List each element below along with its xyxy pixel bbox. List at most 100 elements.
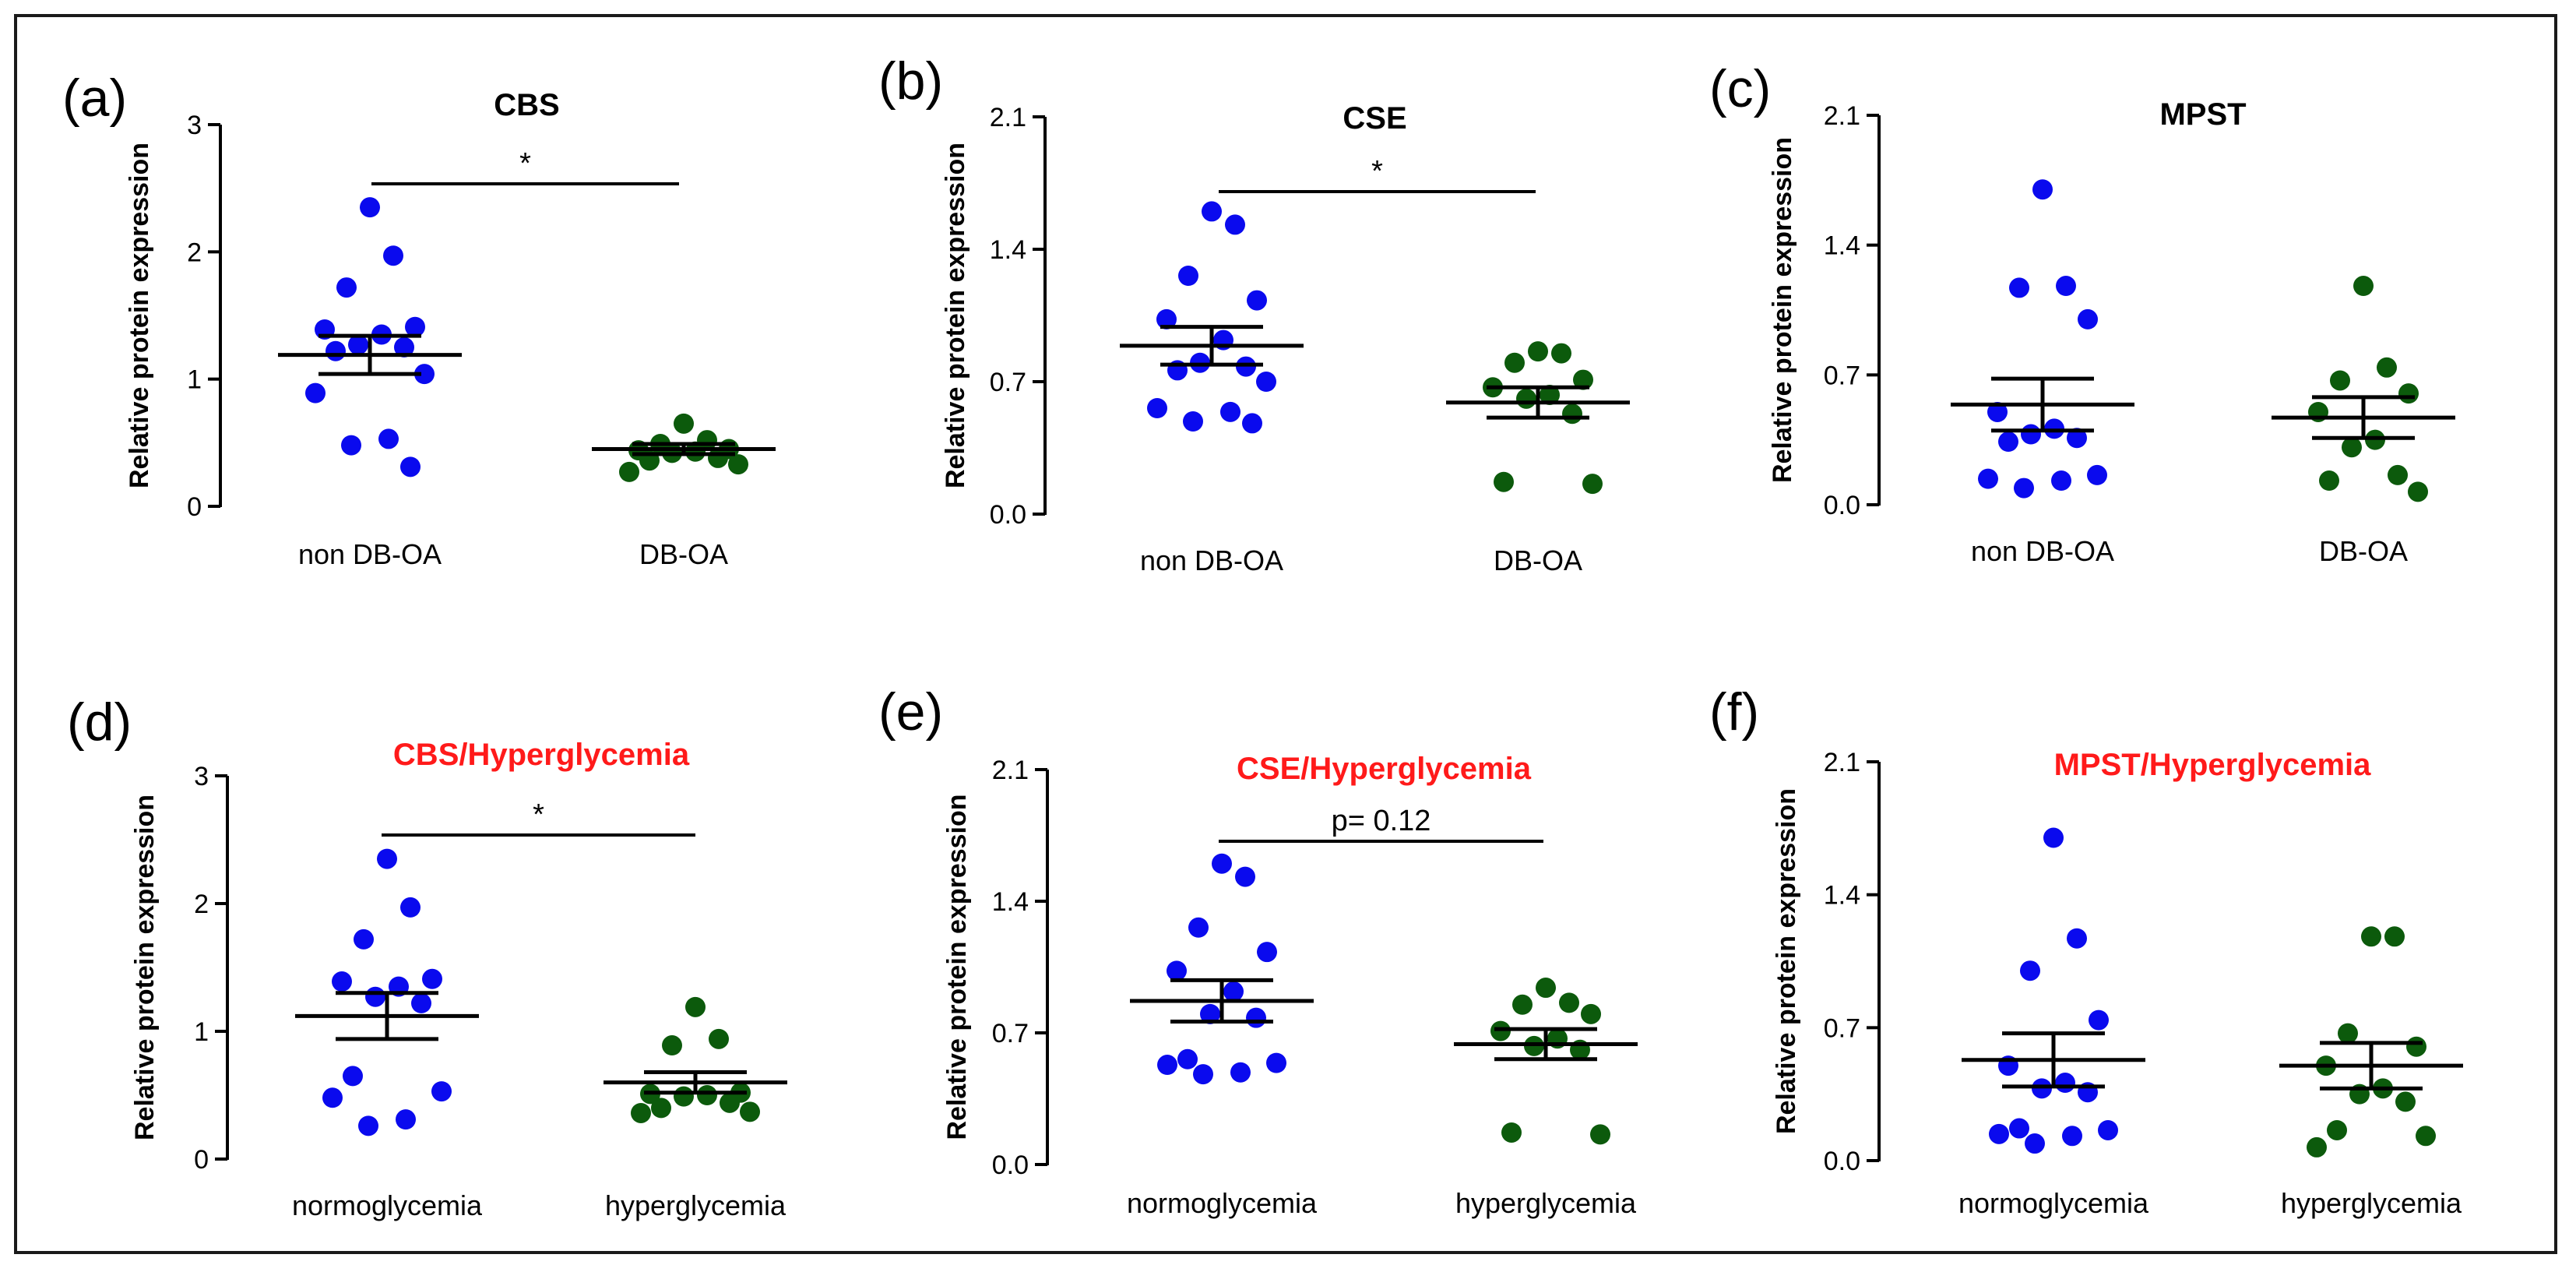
data-point xyxy=(2089,1009,2109,1031)
x-category-label: normoglycemia xyxy=(292,1189,483,1221)
panel-label-e: (e) xyxy=(878,682,944,742)
y-tick-label: 0.7 xyxy=(1824,1013,1860,1043)
data-point xyxy=(2377,357,2397,378)
data-point xyxy=(1266,1052,1286,1073)
data-point xyxy=(1528,341,1548,362)
data-point xyxy=(651,1098,671,1119)
data-point xyxy=(343,1066,363,1087)
data-point xyxy=(1989,1123,2009,1144)
data-point xyxy=(1581,1003,1601,1024)
data-point xyxy=(1242,413,1262,434)
data-point xyxy=(1504,352,1525,373)
data-point xyxy=(2032,179,2053,200)
data-point xyxy=(2319,470,2339,492)
y-tick-label: 0 xyxy=(194,1145,209,1175)
data-point xyxy=(378,428,399,449)
data-point xyxy=(1978,468,1998,489)
data-point xyxy=(1501,1122,1522,1143)
data-point xyxy=(1998,432,2018,453)
chart-title: MPST xyxy=(2159,97,2246,132)
data-point xyxy=(400,456,421,477)
data-point xyxy=(336,277,357,298)
data-point xyxy=(1200,1003,1220,1024)
data-point xyxy=(1551,343,1571,364)
data-point xyxy=(2067,928,2087,949)
data-point xyxy=(358,1115,378,1136)
y-tick-label: 2.1 xyxy=(990,103,1026,132)
data-point xyxy=(431,1081,452,1102)
data-point xyxy=(348,334,368,355)
y-tick-label: 0.7 xyxy=(1824,361,1860,390)
data-point xyxy=(2009,277,2029,298)
panel-label-b: (b) xyxy=(878,51,944,111)
chart-title: CSE/Hyperglycemia xyxy=(1237,752,1532,786)
y-axis-title: Relative protein expression xyxy=(130,795,160,1140)
x-category-label: DB-OA xyxy=(2319,535,2408,567)
data-point xyxy=(383,245,403,266)
data-point xyxy=(394,336,414,358)
data-point xyxy=(2025,1133,2045,1154)
data-point xyxy=(2307,1136,2327,1157)
data-point xyxy=(2416,1126,2436,1147)
data-point xyxy=(1582,474,1603,495)
data-point xyxy=(422,968,442,989)
significance-label: * xyxy=(533,798,544,831)
chart-title: CBS xyxy=(494,88,559,122)
data-point xyxy=(2342,437,2362,458)
data-point xyxy=(631,1102,651,1123)
y-tick-label: 2 xyxy=(194,890,209,919)
data-point xyxy=(1247,290,1267,311)
data-point xyxy=(2014,477,2034,499)
data-point xyxy=(709,1028,729,1049)
chart-title: CBS/Hyperglycemia xyxy=(393,738,690,772)
significance-label: * xyxy=(519,147,531,180)
significance-label: * xyxy=(1371,155,1383,188)
data-point xyxy=(2062,1126,2082,1147)
data-point xyxy=(2388,464,2408,485)
data-point xyxy=(619,461,639,482)
data-point xyxy=(1177,1048,1198,1069)
data-point xyxy=(740,1101,760,1122)
data-point xyxy=(396,1109,416,1130)
panel-label-d: (d) xyxy=(67,692,132,752)
x-category-label: non DB-OA xyxy=(1140,544,1283,576)
y-tick-label: 0.0 xyxy=(1824,491,1860,520)
data-point xyxy=(685,441,706,462)
x-category-label: normoglycemia xyxy=(1958,1187,2149,1219)
y-tick-label: 0 xyxy=(187,492,202,522)
data-point xyxy=(414,364,435,385)
data-point xyxy=(305,382,326,403)
data-point xyxy=(332,971,352,992)
data-point xyxy=(2408,481,2428,502)
data-point xyxy=(354,928,374,950)
data-point xyxy=(1257,942,1277,963)
y-axis-title: Relative protein expression xyxy=(1772,788,1801,1134)
data-point xyxy=(1212,853,1232,874)
significance-label: p= 0.12 xyxy=(1332,805,1431,837)
chart-title: MPST/Hyperglycemia xyxy=(2054,748,2372,782)
data-point xyxy=(1202,201,1222,222)
data-point xyxy=(2067,428,2087,449)
data-point xyxy=(377,848,397,869)
data-point xyxy=(1559,992,1579,1013)
figure-frame xyxy=(14,14,2557,1254)
data-point xyxy=(411,992,431,1013)
data-point xyxy=(2361,926,2381,947)
data-point xyxy=(1157,1055,1177,1076)
y-tick-label: 3 xyxy=(187,111,202,140)
data-point xyxy=(1223,981,1244,1002)
y-tick-label: 3 xyxy=(194,762,209,791)
y-tick-label: 1.4 xyxy=(990,235,1026,265)
data-point xyxy=(1156,308,1177,329)
data-point xyxy=(1167,960,1187,981)
y-tick-label: 2.1 xyxy=(992,756,1029,785)
chart-title: CSE xyxy=(1343,101,1406,136)
y-axis-title: Relative protein expression xyxy=(942,794,972,1140)
data-point xyxy=(322,1087,343,1108)
data-point xyxy=(2055,1073,2075,1094)
